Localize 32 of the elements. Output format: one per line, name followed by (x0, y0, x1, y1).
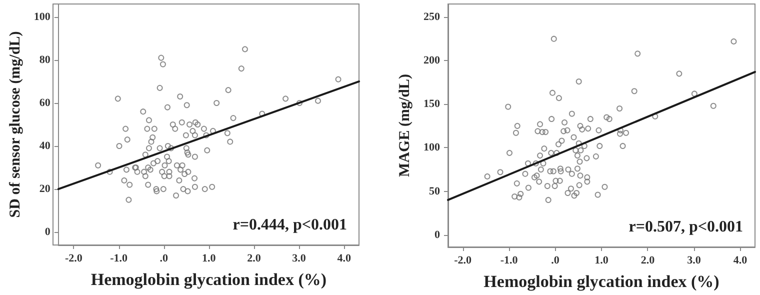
annotation: r=0.444, p<0.001 (232, 216, 347, 234)
x-tick-label: 3.0 (292, 252, 306, 264)
x-tick-label: 1.0 (594, 254, 609, 266)
x-tick-label: 2.0 (640, 254, 656, 266)
y-tick-label: 80 (39, 54, 51, 66)
annotation: r=0.507, p<0.001 (628, 218, 743, 236)
y-tick-label: 100 (424, 142, 440, 154)
y-tick-label: 0 (434, 228, 440, 241)
y-tick-label: 250 (424, 11, 440, 24)
x-tick-label: -2.0 (454, 254, 472, 266)
y-tick-label: 0 (44, 226, 51, 238)
x-tick-label: .0 (160, 252, 168, 264)
x-tick-label: -1.0 (110, 252, 128, 264)
y-tick-label: 50 (429, 185, 440, 198)
x-tick-label: 1.0 (202, 252, 216, 264)
x-tick-label: 4.0 (337, 252, 352, 264)
x-tick-label: -1.0 (500, 254, 518, 266)
y-axis-title: SD of sensor glucose (mg/dL) (8, 31, 24, 218)
y-tick-label: 20 (39, 183, 51, 196)
x-axis-title: Hemoglobin glycation index (%) (90, 270, 327, 289)
x-tick-label: 2.0 (247, 252, 262, 264)
x-tick-label: 4.0 (733, 254, 748, 266)
x-tick-label: -2.0 (65, 252, 83, 264)
y-tick-label: 150 (424, 98, 440, 110)
x-tick-label: 3.0 (687, 254, 702, 266)
y-tick-label: 200 (424, 54, 440, 67)
y-tick-label: 100 (34, 10, 51, 23)
y-axis-title: MAGE (mg/dL) (397, 74, 414, 177)
y-tick-label: 40 (39, 140, 51, 152)
x-tick-label: .0 (551, 254, 560, 266)
y-tick-label: 60 (39, 96, 51, 109)
x-axis-title: Hemoglobin glycation index (%) (484, 272, 720, 291)
